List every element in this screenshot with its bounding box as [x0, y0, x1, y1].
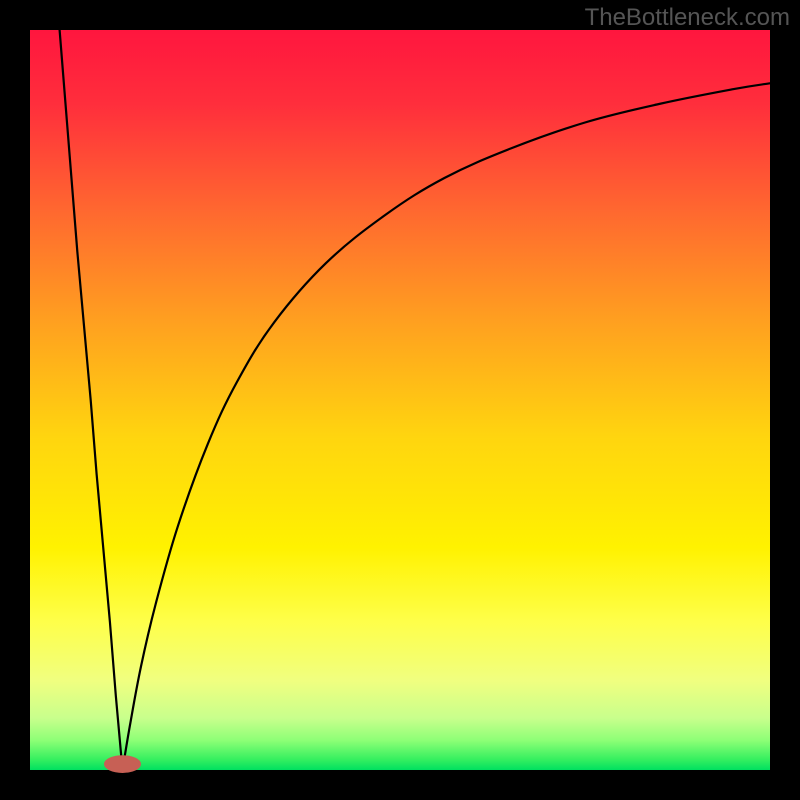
chart-container: TheBottleneck.com: [0, 0, 800, 800]
watermark-text: TheBottleneck.com: [585, 4, 790, 32]
plot-background: [30, 30, 770, 770]
min-marker: [104, 755, 141, 773]
bottleneck-chart: [0, 0, 800, 800]
